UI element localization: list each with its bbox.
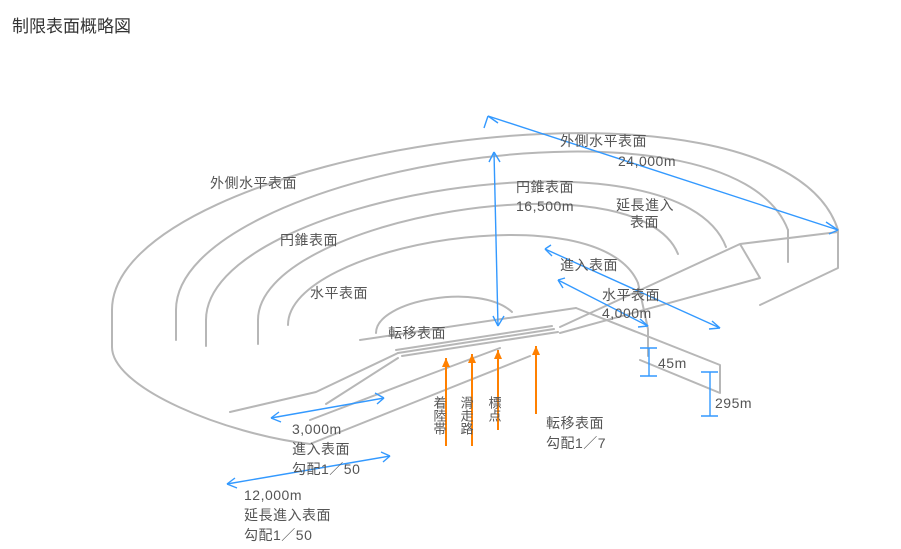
label-approach_b1: 進入表面 [292,441,350,457]
label-trans_r1: 転移表面 [546,415,604,431]
label-ext_b1: 延長進入表面 [244,507,331,523]
label-conical_r_dim: 16,500m [516,198,574,214]
label-outer_horiz_r_dim: 24,000m [618,153,676,169]
label-horiz_r_dim: 4,000m [602,305,652,321]
label-runway: 滑走路 [459,396,474,435]
label-transition_mid: 転移表面 [388,325,446,341]
shape-approach_b [230,353,398,412]
callout-arrowhead-0 [442,358,450,367]
label-h295: 295m [715,395,752,411]
label-conical_r: 円錐表面 [516,179,574,195]
label-ext_approach_r1: 延長進入 [616,197,674,213]
label-horiz_left: 水平表面 [310,285,368,301]
label-outer_horiz_r: 外側水平表面 [560,133,647,149]
label-h45: 45m [658,355,687,371]
label-conical_left: 円錐表面 [280,232,338,248]
label-dim12000: 12,000m [244,487,302,503]
shape-outer_right_v [760,230,838,305]
shape-conical_edge [206,320,258,346]
label-horiz_r: 水平表面 [602,287,660,303]
label-approach_r: 進入表面 [560,257,618,273]
label-approach_b2: 勾配1／50 [292,461,360,477]
callout-arrowhead-2 [494,350,502,359]
dim-line-1 [484,116,498,128]
label-dim3000: 3,000m [292,421,342,437]
label-ext_approach_r2: 表面 [630,214,659,230]
label-outer_horiz_left: 外側水平表面 [210,175,297,191]
dim-line-3 [494,152,498,326]
callout-arrowhead-3 [532,346,540,355]
label-trans_r2: 勾配1／7 [546,435,606,451]
label-marker: 標点 [487,396,502,422]
label-ext_b2: 勾配1／50 [244,527,312,543]
dim-line-16 [271,398,384,418]
diagram-svg: 外側水平表面円錐表面水平表面転移表面外側水平表面24,000m円錐表面16,50… [0,0,901,549]
label-landing: 着陸帯 [432,395,447,435]
shape-outer_bot [112,310,310,444]
